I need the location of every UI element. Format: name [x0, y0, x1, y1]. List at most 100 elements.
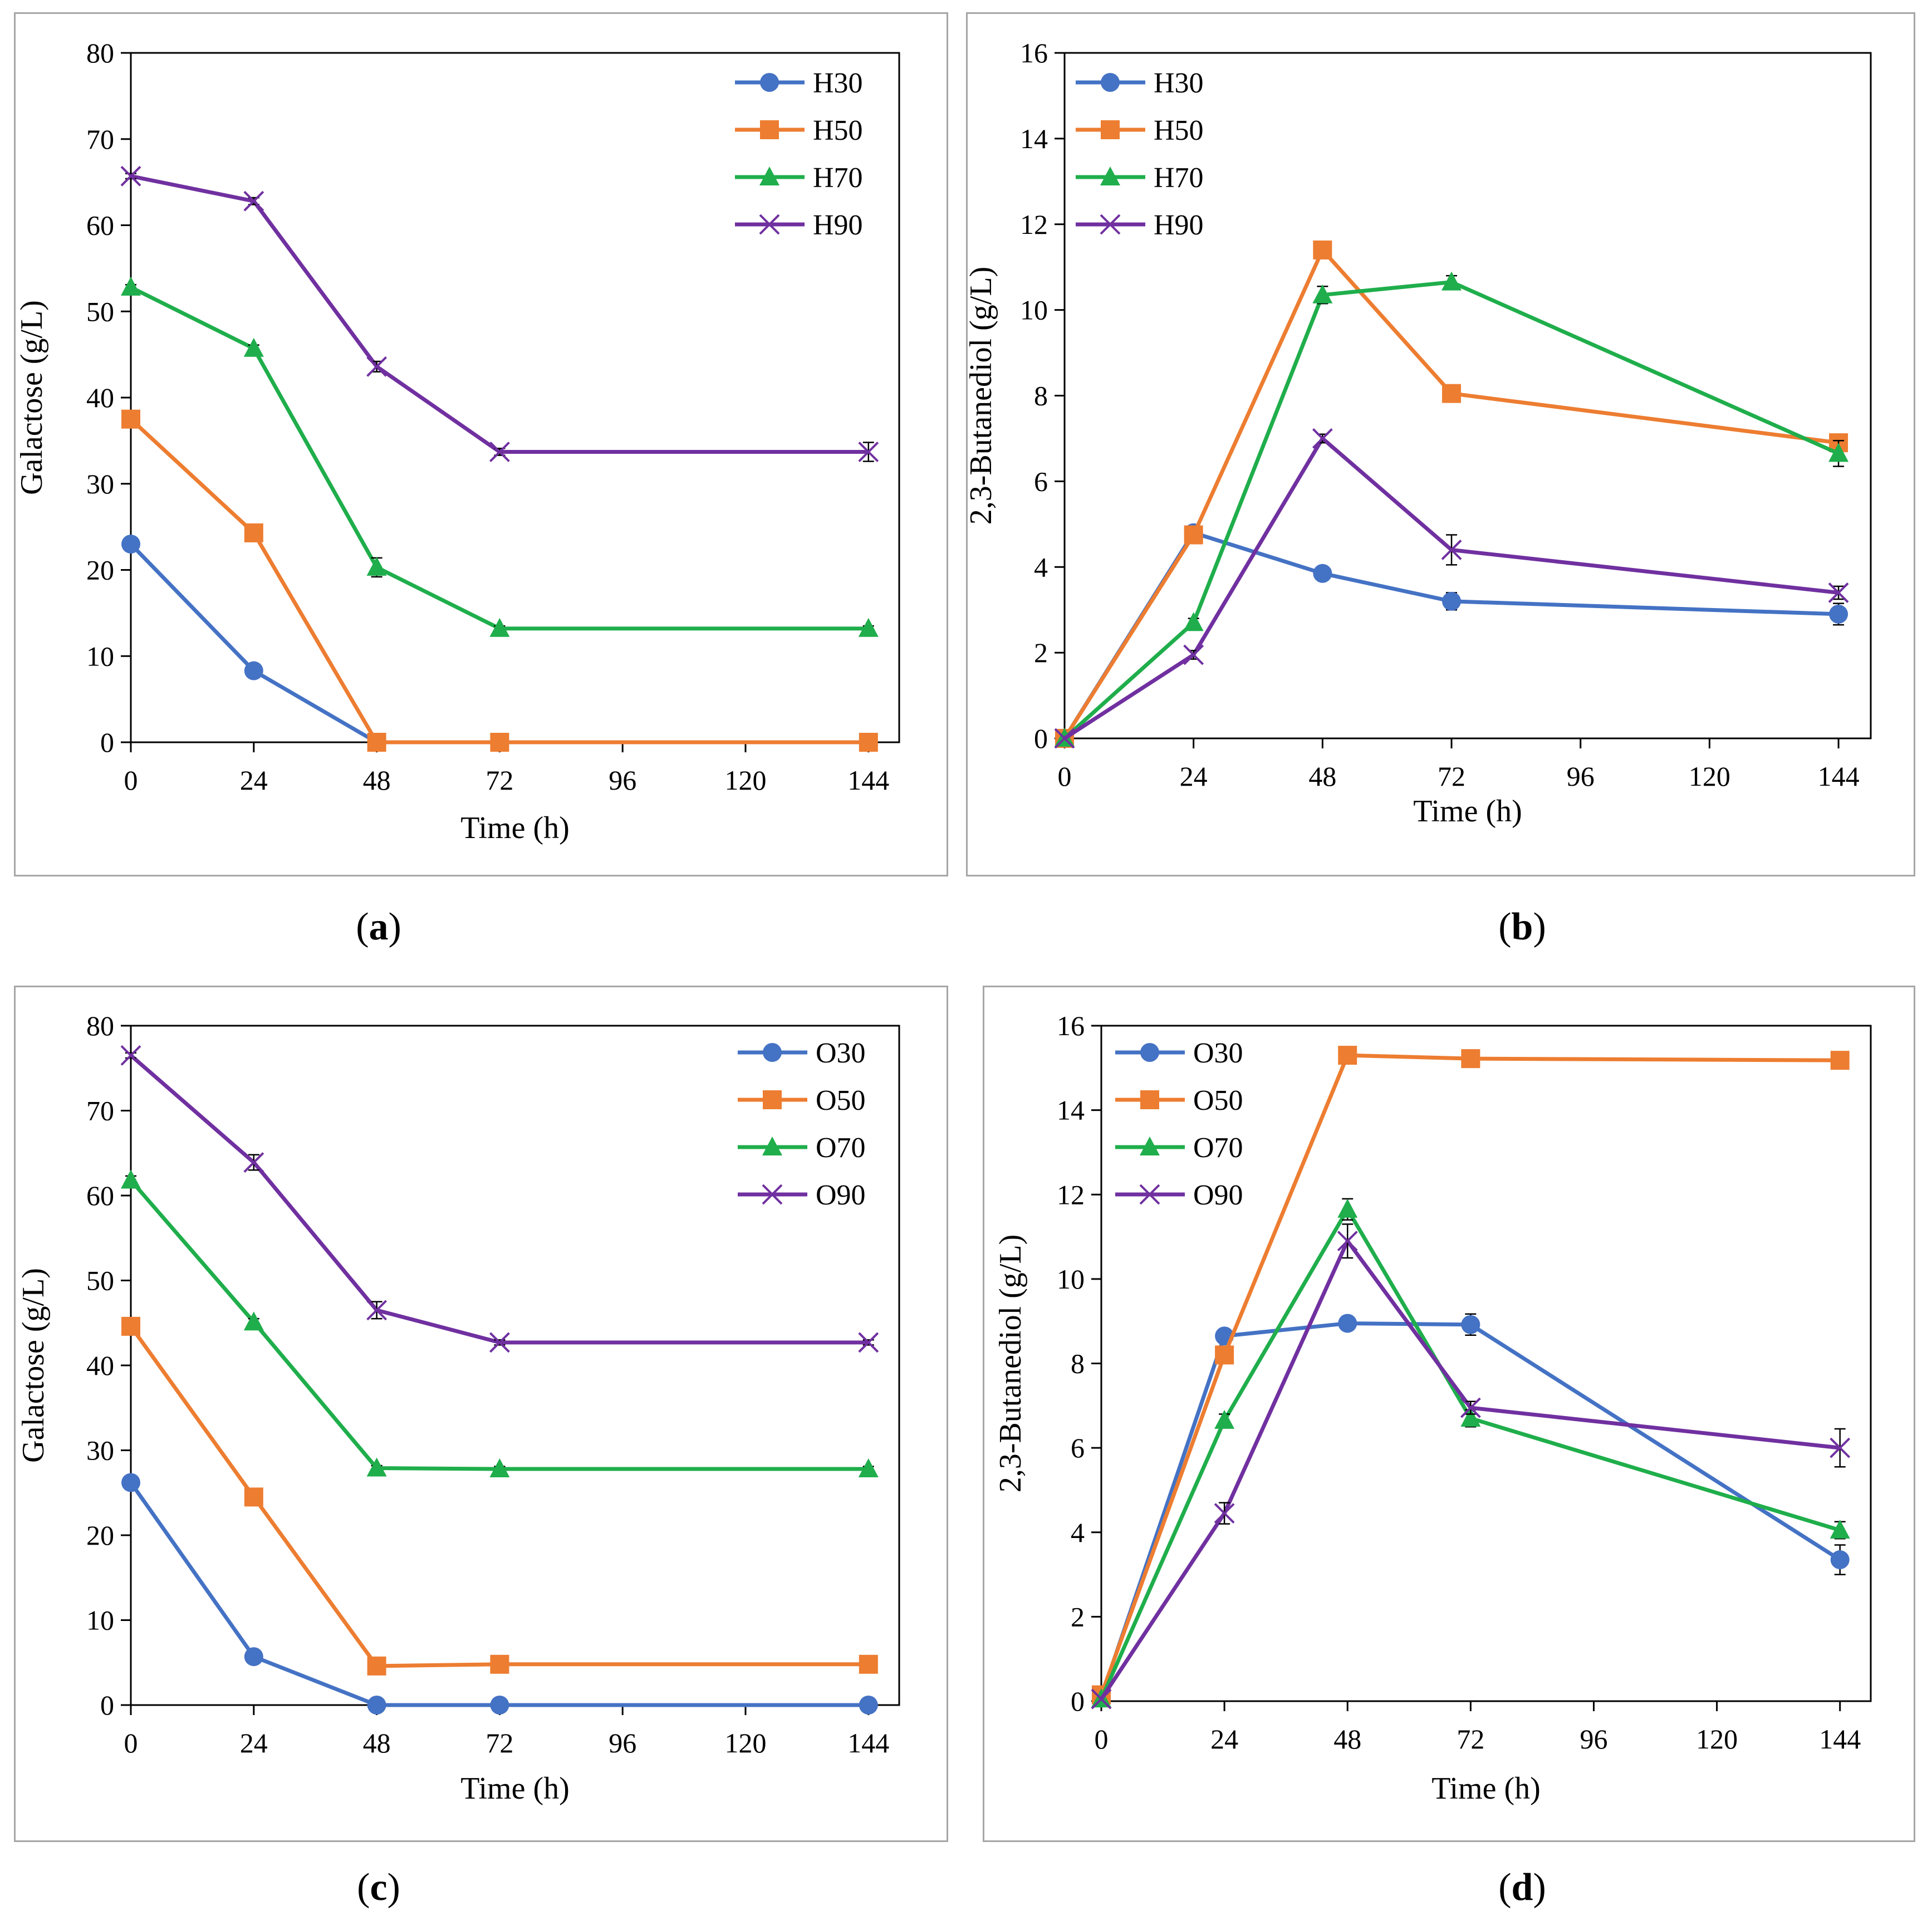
x-tick-label: 0: [124, 765, 138, 796]
y-tick-label: 4: [1034, 551, 1048, 582]
x-tick-label: 72: [1457, 1723, 1484, 1755]
legend-label-O90: O90: [1193, 1179, 1243, 1211]
legend-marker-O50: [763, 1090, 782, 1109]
legend-label-H50: H50: [813, 115, 863, 146]
y-tick-label: 6: [1071, 1432, 1085, 1463]
y-tick-label: 10: [86, 1605, 114, 1636]
series-H70: [1055, 271, 1849, 747]
series-line-H30: [129, 542, 378, 745]
legend-label-H30: H30: [1154, 67, 1204, 99]
data-point-H70: [366, 556, 387, 576]
data-point-H70: [243, 337, 264, 357]
series-line-H70: [130, 285, 869, 631]
legend-label-H70: H70: [813, 162, 863, 194]
data-point-H90: [1312, 428, 1333, 449]
y-axis-title: 2,3-Butanediol (g/L): [993, 1235, 1028, 1492]
legend-marker-H70: [1100, 166, 1120, 185]
x-tick-label: 48: [1333, 1723, 1361, 1755]
legend-label-O30: O30: [1193, 1037, 1243, 1069]
y-tick-label: 50: [86, 296, 114, 327]
data-point-O90: [1460, 1397, 1481, 1418]
legend-label-H30: H30: [813, 67, 863, 99]
y-tick-label: 70: [86, 1095, 114, 1126]
panel-b-caption: (b): [1498, 905, 1546, 948]
data-point-O50: [121, 1316, 140, 1336]
series-line-H70: [1063, 280, 1840, 740]
legend-marker-O90: [1139, 1184, 1160, 1205]
series-line-O30: [1099, 1321, 1841, 1698]
y-tick-label: 8: [1034, 380, 1048, 412]
x-tick-label: 72: [1438, 761, 1465, 792]
y-tick-label: 0: [100, 727, 114, 758]
legend-marker-O90: [762, 1184, 783, 1205]
data-point-O70: [121, 1169, 141, 1189]
y-tick-label: 70: [86, 124, 114, 155]
y-tick-label: 80: [86, 37, 114, 68]
data-point-O90: [858, 1332, 879, 1353]
data-point-H30: [1313, 564, 1332, 583]
y-tick-label: 8: [1071, 1348, 1085, 1379]
plot-area-c: [130, 1025, 900, 1706]
data-point-O70: [1460, 1408, 1481, 1427]
data-point-H90: [1441, 540, 1462, 560]
data-point-O30: [859, 1696, 878, 1715]
data-point-H90: [243, 190, 264, 212]
y-tick-label: 0: [100, 1689, 114, 1721]
x-tick-label: 72: [486, 765, 513, 796]
legend-label-O50: O50: [816, 1085, 866, 1116]
x-tick-label: 48: [363, 765, 391, 796]
legend-label-O30: O30: [816, 1037, 866, 1069]
y-tick-label: 12: [1057, 1179, 1085, 1210]
series-O70: [121, 1169, 879, 1478]
data-point-O70: [1337, 1198, 1358, 1218]
x-tick-label: 144: [847, 1727, 889, 1759]
data-point-O70: [489, 1458, 510, 1478]
data-point-O50: [859, 1654, 878, 1674]
data-point-H70: [1828, 443, 1849, 462]
series-line-O70: [129, 1179, 869, 1471]
data-point-O50: [244, 1487, 263, 1507]
data-point-O30: [367, 1696, 386, 1715]
x-tick-label: 120: [725, 765, 767, 796]
data-point-O30: [490, 1696, 509, 1715]
data-point-O90: [1091, 1688, 1112, 1710]
series-line-H50: [129, 418, 869, 745]
y-tick-label: 12: [1020, 209, 1048, 240]
y-tick-label: 14: [1020, 123, 1048, 154]
legend-marker-H30: [1101, 73, 1120, 92]
panel-c-caption: (c): [357, 1866, 400, 1909]
data-point-H70: [858, 618, 879, 637]
panel-a-frame: [14, 12, 948, 876]
legend-label-H50: H50: [1154, 115, 1204, 146]
legend-label-H70: H70: [1154, 162, 1204, 194]
x-tick-label: 96: [1580, 1723, 1607, 1755]
data-point-H90: [120, 165, 141, 187]
legend-label-O70: O70: [1193, 1132, 1243, 1164]
y-tick-label: 0: [1034, 723, 1048, 754]
x-tick-label: 0: [1058, 761, 1072, 792]
legend-marker-H30: [760, 73, 779, 92]
legend-label-H90: H90: [813, 209, 863, 241]
x-tick-label: 24: [240, 1727, 268, 1759]
data-point-H90: [366, 356, 388, 377]
data-point-H50: [1313, 240, 1332, 259]
y-tick-label: 40: [86, 1350, 114, 1381]
chart-a: 0 10 20 30 40 50 60 70 80 0 24 48 72 96 120 144 Time (h)…: [14, 37, 900, 845]
data-point-H90: [1828, 582, 1849, 603]
y-axis-title: 2,3-Butanediol (g/L): [964, 267, 998, 525]
y-tick-label: 40: [86, 382, 114, 413]
data-point-H30: [244, 661, 263, 680]
series-line-O90: [1100, 1239, 1841, 1701]
plot-area-a: [130, 52, 900, 743]
x-tick-label: 48: [363, 1727, 391, 1759]
y-tick-label: 60: [86, 210, 114, 241]
legend-marker-O50: [1140, 1090, 1159, 1109]
data-point-H90: [858, 442, 879, 462]
data-point-O90: [1337, 1231, 1358, 1252]
data-point-O30: [121, 1473, 140, 1492]
data-point-O70: [366, 1457, 387, 1477]
y-tick-label: 10: [1057, 1263, 1085, 1295]
x-tick-label: 120: [1696, 1723, 1738, 1755]
